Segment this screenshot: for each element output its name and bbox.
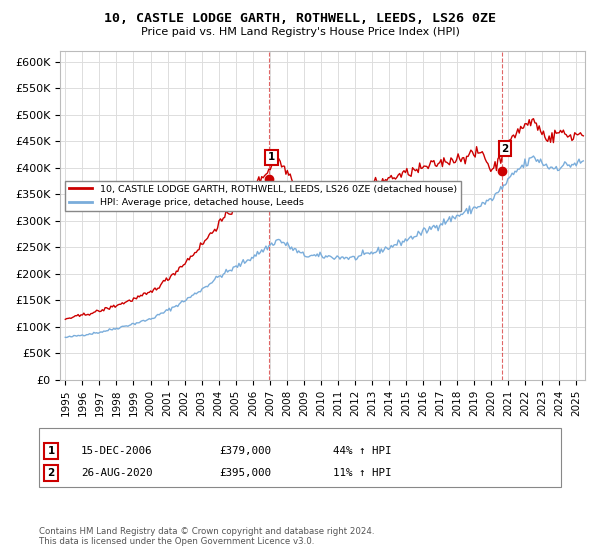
Text: £379,000: £379,000 bbox=[219, 446, 271, 456]
Text: 1: 1 bbox=[268, 152, 275, 162]
Text: Contains HM Land Registry data © Crown copyright and database right 2024.
This d: Contains HM Land Registry data © Crown c… bbox=[39, 526, 374, 546]
Text: 11% ↑ HPI: 11% ↑ HPI bbox=[333, 468, 392, 478]
Text: 10, CASTLE LODGE GARTH, ROTHWELL, LEEDS, LS26 0ZE: 10, CASTLE LODGE GARTH, ROTHWELL, LEEDS,… bbox=[104, 12, 496, 25]
Text: 44% ↑ HPI: 44% ↑ HPI bbox=[333, 446, 392, 456]
Text: 2: 2 bbox=[47, 468, 55, 478]
Text: 2: 2 bbox=[501, 144, 509, 153]
Text: £395,000: £395,000 bbox=[219, 468, 271, 478]
Text: 15-DEC-2006: 15-DEC-2006 bbox=[81, 446, 152, 456]
Text: 1: 1 bbox=[47, 446, 55, 456]
Legend: 10, CASTLE LODGE GARTH, ROTHWELL, LEEDS, LS26 0ZE (detached house), HPI: Average: 10, CASTLE LODGE GARTH, ROTHWELL, LEEDS,… bbox=[65, 181, 461, 211]
Text: 26-AUG-2020: 26-AUG-2020 bbox=[81, 468, 152, 478]
Text: Price paid vs. HM Land Registry's House Price Index (HPI): Price paid vs. HM Land Registry's House … bbox=[140, 27, 460, 37]
